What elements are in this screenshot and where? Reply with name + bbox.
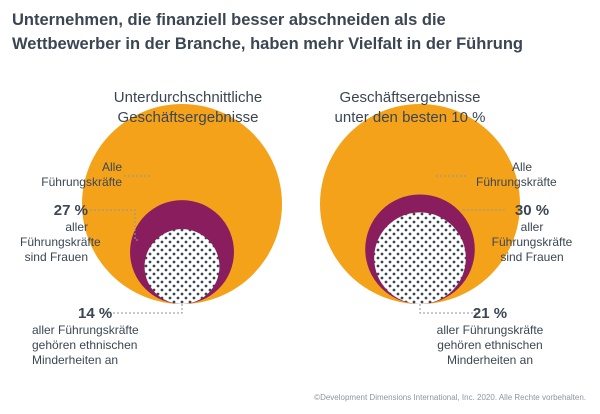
left-women-line-3: sind Frauen: [24, 250, 88, 264]
left-minorities-leader-line: [105, 304, 183, 314]
right-women-label: 30 % aller Führungskräfte sind Frauen: [482, 201, 582, 265]
left-women-line-2: Führungskräfte: [20, 235, 101, 249]
right-all-leaders-line-2: Führungskräfte: [476, 175, 557, 189]
right-minorities-circle: [374, 212, 466, 304]
right-title-line-1: Geschäftsergebnisse: [339, 89, 481, 106]
right-women-line-3: sind Frauen: [500, 250, 564, 264]
left-title-line-1: Unterdurchschnittliche: [113, 89, 263, 106]
right-women-line-1: aller: [520, 220, 544, 234]
left-minorities-circle: [144, 229, 220, 304]
right-chart-title: Geschäftsergebnisse unter den besten 10 …: [290, 88, 530, 128]
copyright-notice: ©Development Dimensions International, I…: [314, 393, 586, 402]
left-all-leaders-label: Alle Führungskräfte: [30, 160, 122, 190]
left-minorities-label: 14 % aller Führungskräfte gehören ethnis…: [32, 304, 228, 368]
left-women-leader-line: [90, 209, 141, 241]
right-women-value: 30 %: [514, 202, 550, 219]
right-minorities-line-3: Minderheiten an: [446, 353, 534, 367]
title-line-2: Wettbewerber in der Branche, haben mehr …: [12, 35, 523, 53]
right-all-leaders-line-1: Alle: [512, 160, 533, 174]
left-women-line-1: aller: [65, 220, 88, 234]
left-women-value: 27 %: [53, 202, 88, 219]
right-title-line-2: unter den besten 10 %: [334, 109, 486, 126]
left-title-line-2: Geschäftsergebnisse: [117, 109, 259, 126]
right-minorities-label: 21 % aller Führungskräfte gehören ethnis…: [410, 304, 570, 368]
left-chart-title: Unterdurchschnittliche Geschäftsergebnis…: [68, 88, 308, 128]
right-minorities-line-2: gehören ethnischen: [437, 338, 543, 352]
left-minorities-value: 14 %: [78, 305, 113, 322]
title-line-1: Unternehmen, die finanziell besser absch…: [12, 11, 446, 29]
left-minorities-line-3: Minderheiten an: [32, 353, 119, 367]
left-minorities-line-1: aller Führungskräfte: [32, 323, 139, 337]
chart-title: Unternehmen, die finanziell besser absch…: [12, 8, 592, 56]
right-all-leaders-label: Alle Führungskräfte: [476, 160, 576, 190]
right-women-line-2: Führungskräfte: [491, 235, 573, 249]
right-minorities-value: 21 %: [472, 305, 508, 322]
left-all-leaders-line-2: Führungskräfte: [41, 175, 122, 189]
right-minorities-leader-line: [419, 304, 478, 314]
left-minorities-line-2: gehören ethnischen: [32, 338, 138, 352]
left-women-label: 27 % aller Führungskräfte sind Frauen: [20, 201, 101, 265]
left-all-leaders-line-1: Alle: [101, 160, 122, 174]
right-minorities-line-1: aller Führungskräfte: [436, 323, 544, 337]
